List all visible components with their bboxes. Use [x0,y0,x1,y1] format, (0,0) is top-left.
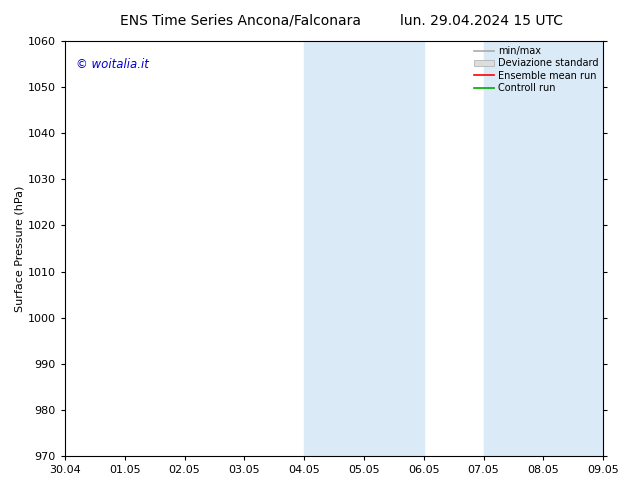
Legend: min/max, Deviazione standard, Ensemble mean run, Controll run: min/max, Deviazione standard, Ensemble m… [472,44,600,95]
Bar [484,41,543,456]
Bar [364,41,424,456]
Bar [304,41,364,456]
Text: lun. 29.04.2024 15 UTC: lun. 29.04.2024 15 UTC [400,14,564,28]
Text: ENS Time Series Ancona/Falconara: ENS Time Series Ancona/Falconara [120,14,361,28]
Bar [543,41,603,456]
Text: © woitalia.it: © woitalia.it [75,58,148,71]
Y-axis label: Surface Pressure (hPa): Surface Pressure (hPa) [15,185,25,312]
